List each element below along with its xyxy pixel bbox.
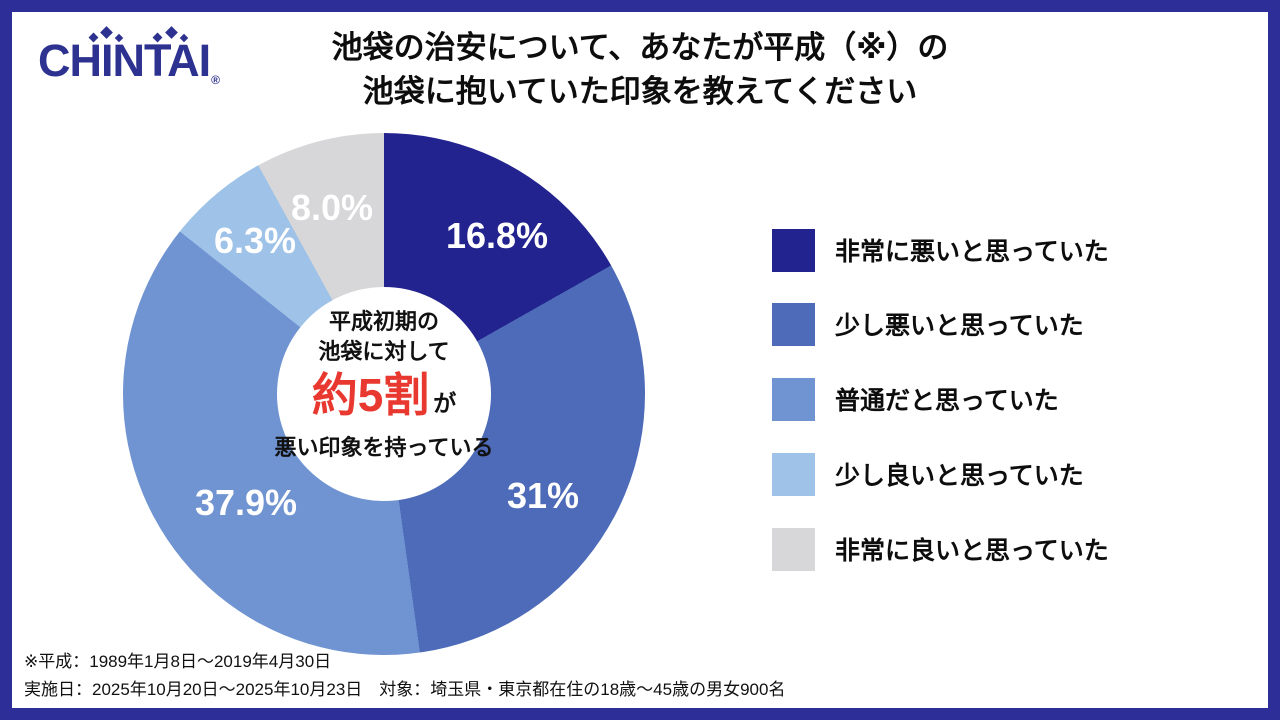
center-highlight-row: 約5割が (312, 369, 457, 433)
chintai-logo: CHINTAI® (38, 26, 228, 98)
legend-label: 少し悪いと思っていた (835, 312, 1084, 340)
donut-chart: 平成初期の 池袋に対して 約5割が 悪い印象を持っている (123, 133, 645, 655)
legend-item: 少し悪いと思っていた (772, 302, 1084, 346)
footnote-line-2: 実施日：2025年10月20日～2025年10月23日 対象：埼玉県・東京都在住… (24, 680, 786, 699)
donut-center: 平成初期の 池袋に対して 約5割が 悪い印象を持っている (274, 287, 494, 501)
legend-swatch (772, 228, 815, 272)
legend-label: 非常に悪いと思っていた (835, 238, 1109, 266)
center-text-line-1: 平成初期の (328, 309, 439, 334)
slice-label-somewhat-bad: 31% (506, 475, 580, 516)
slice-label-neutral: 37.9% (194, 482, 298, 523)
center-text-line-2: 池袋に対して (318, 339, 450, 364)
slice-label-very-good: 8.0% (290, 187, 374, 228)
center-highlight-suffix: が (433, 390, 457, 416)
slice-label-somewhat-good: 6.3% (213, 220, 297, 261)
footnote-line-1: ※平成：1989年1月8日～2019年4月30日 (24, 652, 332, 671)
footnote: ※平成：1989年1月8日～2019年4月30日 実施日：2025年10月20日… (24, 648, 1024, 704)
legend-item: 少し良いと思っていた (772, 452, 1084, 496)
legend-swatch (772, 302, 815, 346)
legend-swatch (772, 452, 815, 496)
legend-item: 普通だと思っていた (772, 377, 1059, 421)
page-title: 池袋の治安について、あなたが平成（※）の 池袋に抱いていた印象を教えてください (0, 26, 1280, 114)
legend-label: 普通だと思っていた (835, 387, 1059, 415)
legend-label: 非常に良いと思っていた (835, 537, 1109, 565)
title-line-1: 池袋の治安について、あなたが平成（※）の (331, 30, 949, 65)
logo-text: CHINTAI (38, 35, 211, 86)
center-text-line-3: 悪い印象を持っている (274, 435, 494, 460)
registered-trademark-icon: ® (211, 73, 220, 87)
legend-label: 少し良いと思っていた (835, 462, 1084, 490)
title-line-2: 池袋に抱いていた印象を教えてください (362, 74, 918, 110)
legend-item: 非常に良いと思っていた (772, 527, 1109, 571)
center-highlight: 約5割 (311, 369, 430, 421)
legend-swatch (772, 527, 815, 571)
slice-label-very-bad: 16.8% (445, 215, 549, 256)
legend-swatch (772, 377, 815, 421)
legend-item: 非常に悪いと思っていた (772, 228, 1109, 272)
